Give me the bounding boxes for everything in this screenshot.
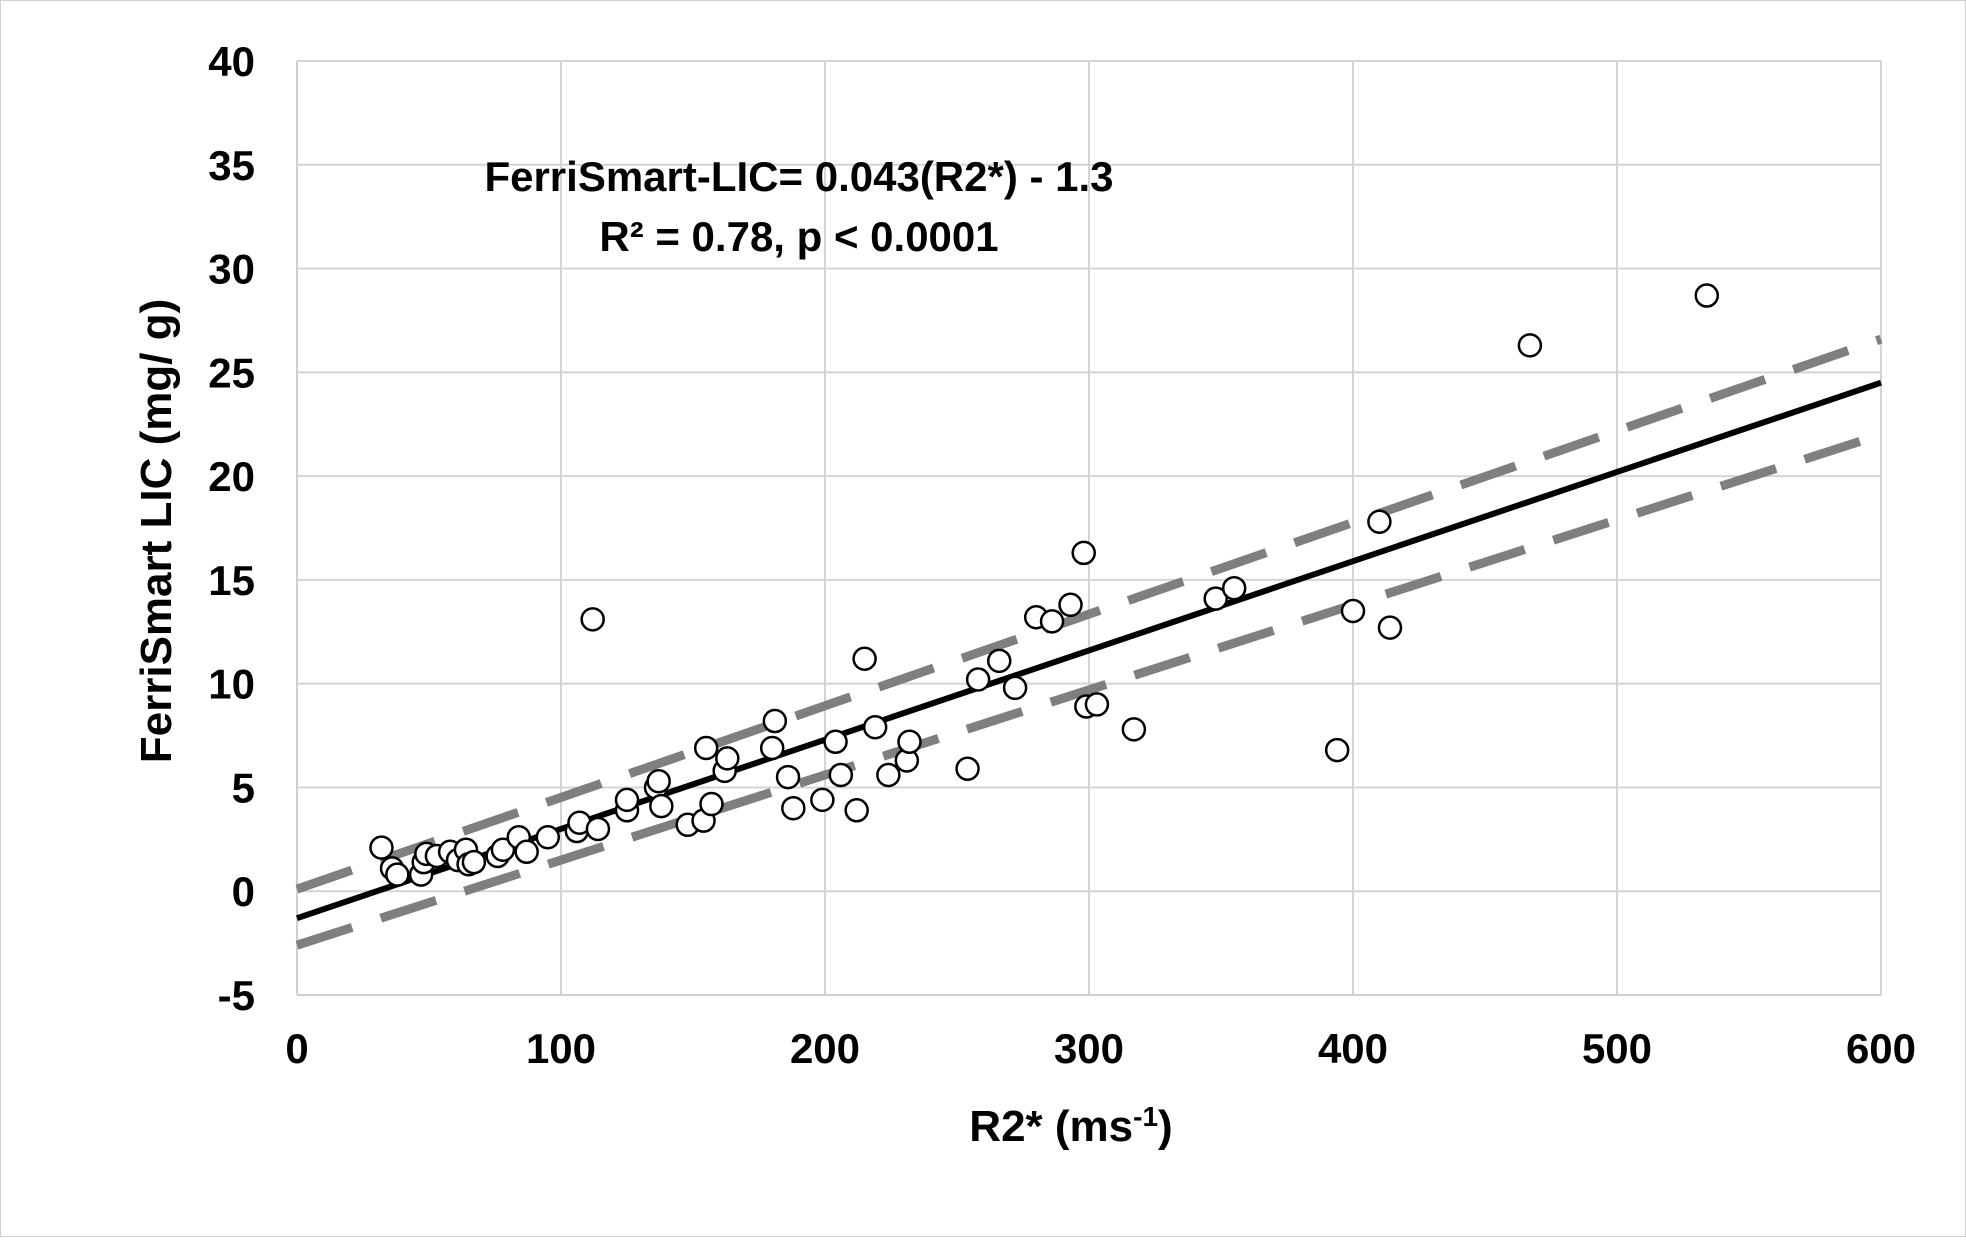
data-point (580, 607, 605, 632)
data-point (1039, 609, 1065, 634)
x-axis-title-superscript: -1 (1133, 1101, 1158, 1132)
y-axis-title: FerriSmart LIC (mg/ g) (132, 299, 181, 764)
axes (296, 61, 1881, 996)
data-point (649, 793, 674, 819)
data-point (965, 667, 991, 692)
x-tick-label: 200 (790, 1025, 860, 1072)
data-point (955, 756, 980, 782)
data-point (1694, 283, 1720, 308)
data-point (862, 715, 888, 740)
x-tick-label: 600 (1846, 1025, 1916, 1072)
data-point (1002, 675, 1028, 701)
data-point (828, 762, 854, 788)
data-point (897, 729, 922, 755)
data-point (759, 735, 785, 761)
data-point (614, 787, 640, 813)
data-point (1340, 598, 1366, 624)
data-point (461, 849, 487, 875)
data-point (775, 764, 801, 790)
data-point (1324, 737, 1350, 763)
y-tick-label: 20 (208, 453, 255, 500)
data-point (490, 837, 516, 862)
x-axis-title-main: R2* (ms (969, 1102, 1133, 1151)
confidence-band (295, 334, 1883, 950)
y-tick-label: 0 (232, 868, 255, 915)
data-point (1071, 540, 1096, 566)
data-point (699, 791, 724, 817)
regression-fit (296, 379, 1882, 922)
y-tick-label: 15 (208, 557, 255, 604)
data-point (1367, 509, 1392, 535)
data-point (646, 768, 671, 794)
data-point (1084, 692, 1110, 717)
data-points (369, 283, 1720, 887)
x-tick-label: 500 (1582, 1025, 1652, 1072)
x-tick-label: 100 (526, 1025, 596, 1072)
data-point (810, 787, 835, 813)
data-point (1517, 333, 1543, 358)
data-point (585, 816, 611, 842)
data-point (1221, 575, 1247, 601)
y-tick-label: 25 (208, 349, 255, 396)
x-tick-label: 300 (1054, 1025, 1124, 1072)
grid-lines (296, 60, 1882, 996)
data-point (385, 862, 410, 887)
y-tick-label: 35 (208, 142, 255, 189)
data-point (762, 708, 788, 734)
y-tick-label: 40 (208, 38, 255, 85)
data-point (1203, 586, 1228, 611)
y-tick-label: 10 (208, 661, 255, 708)
data-point (1377, 615, 1403, 640)
x-tick-label: 400 (1318, 1025, 1388, 1072)
y-tick-label: -5 (218, 972, 255, 1019)
data-point (535, 825, 561, 850)
x-axis-title: R2* (ms-1) (969, 1101, 1172, 1152)
data-point (844, 798, 869, 823)
lower-confidence-line (295, 430, 1883, 950)
r-squared-annotation: R² = 0.78, p < 0.0001 (599, 213, 998, 260)
data-point (1058, 592, 1083, 618)
data-point (876, 762, 901, 788)
data-point (852, 646, 877, 672)
data-point (986, 648, 1012, 674)
y-tick-label: 30 (208, 246, 255, 293)
data-point (781, 795, 806, 821)
y-tick-label: 5 (232, 764, 255, 811)
data-point (715, 746, 740, 771)
data-point (693, 735, 719, 761)
equation-annotation: FerriSmart-LIC= 0.043(R2*) - 1.3 (484, 153, 1113, 200)
data-point (1121, 717, 1147, 742)
x-axis-title-close: ) (1158, 1102, 1173, 1151)
x-tick-label: 0 (285, 1025, 308, 1072)
data-point (823, 729, 848, 755)
data-point (369, 835, 394, 860)
data-point (514, 839, 539, 865)
x-tick-labels: 0 100 200 300 400 500 600 (285, 1025, 1916, 1072)
regression-line (296, 379, 1882, 922)
y-tick-labels: -5 0 5 10 15 20 25 30 35 40 (208, 38, 255, 1019)
upper-confidence-line (295, 334, 1883, 894)
